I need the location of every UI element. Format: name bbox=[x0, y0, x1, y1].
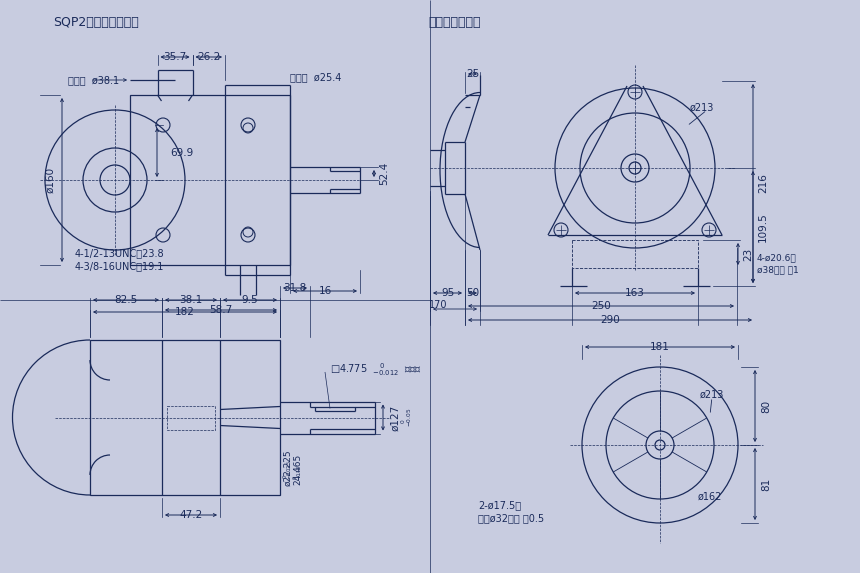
Text: ø22.225: ø22.225 bbox=[284, 449, 292, 486]
Bar bbox=[167, 406, 215, 430]
Text: 排油口  ø25.4: 排油口 ø25.4 bbox=[290, 72, 341, 82]
Text: 82.5: 82.5 bbox=[114, 295, 138, 305]
Text: 181: 181 bbox=[650, 342, 670, 352]
Text: $^{\ 0}_{-0.025}$: $^{\ 0}_{-0.025}$ bbox=[281, 461, 295, 480]
Text: 38.1: 38.1 bbox=[180, 295, 203, 305]
Text: 4-1/2-13UNC深23.8: 4-1/2-13UNC深23.8 bbox=[75, 248, 164, 258]
Text: 69.9: 69.9 bbox=[170, 147, 194, 158]
Text: （脚架安装型）: （脚架安装型） bbox=[428, 15, 481, 29]
Text: 25: 25 bbox=[466, 69, 479, 79]
Bar bbox=[90, 340, 280, 495]
Text: ø127: ø127 bbox=[390, 405, 400, 431]
Text: SQP2（法兰安装型）: SQP2（法兰安装型） bbox=[53, 15, 138, 29]
Text: 50: 50 bbox=[466, 288, 479, 298]
Text: 吸油口  ø38.1: 吸油口 ø38.1 bbox=[68, 75, 120, 85]
Text: 58.7: 58.7 bbox=[209, 305, 232, 315]
Text: 250: 250 bbox=[591, 301, 611, 311]
Bar bbox=[572, 240, 698, 268]
Text: 163: 163 bbox=[625, 288, 645, 298]
Text: ø38沉孔 深1: ø38沉孔 深1 bbox=[757, 265, 799, 274]
Text: 109.5: 109.5 bbox=[758, 212, 768, 242]
Text: 2-ø17.5孔: 2-ø17.5孔 bbox=[478, 500, 521, 510]
Text: $^{\ \ 0}_{-0.05}$: $^{\ \ 0}_{-0.05}$ bbox=[400, 408, 415, 427]
Text: 4-3/8-16UNC深19.1: 4-3/8-16UNC深19.1 bbox=[75, 261, 164, 271]
Text: 290: 290 bbox=[600, 315, 620, 325]
Text: ø213: ø213 bbox=[700, 390, 724, 400]
Text: 9.5: 9.5 bbox=[242, 295, 258, 305]
Text: 35.7: 35.7 bbox=[163, 52, 187, 62]
Text: 182: 182 bbox=[175, 307, 195, 317]
Text: 81: 81 bbox=[761, 477, 771, 490]
Text: ø160: ø160 bbox=[45, 167, 55, 193]
Text: ø213: ø213 bbox=[690, 103, 715, 113]
Text: 31.8: 31.8 bbox=[284, 283, 307, 293]
Text: 16: 16 bbox=[318, 286, 332, 296]
Text: 170: 170 bbox=[429, 300, 447, 310]
Text: 24.465: 24.465 bbox=[293, 454, 303, 485]
Text: $^{\ 0}_{-0.13}$: $^{\ 0}_{-0.13}$ bbox=[292, 464, 304, 481]
Text: 95: 95 bbox=[441, 288, 454, 298]
Text: 216: 216 bbox=[758, 174, 768, 194]
Bar bbox=[130, 95, 290, 265]
Text: □4.775  $^{\ \ \ 0}_{-0.012}$  平行键: □4.775 $^{\ \ \ 0}_{-0.012}$ 平行键 bbox=[330, 362, 421, 378]
Text: 80: 80 bbox=[761, 399, 771, 413]
Text: 23: 23 bbox=[743, 248, 753, 261]
Text: 4-ø20.6孔: 4-ø20.6孔 bbox=[757, 253, 796, 262]
Text: 47.2: 47.2 bbox=[180, 510, 203, 520]
Text: 26.2: 26.2 bbox=[197, 52, 220, 62]
Text: 背面ø32沉孔 深0.5: 背面ø32沉孔 深0.5 bbox=[478, 513, 544, 523]
Text: ø162: ø162 bbox=[698, 492, 722, 502]
Text: 52.4: 52.4 bbox=[379, 162, 389, 185]
